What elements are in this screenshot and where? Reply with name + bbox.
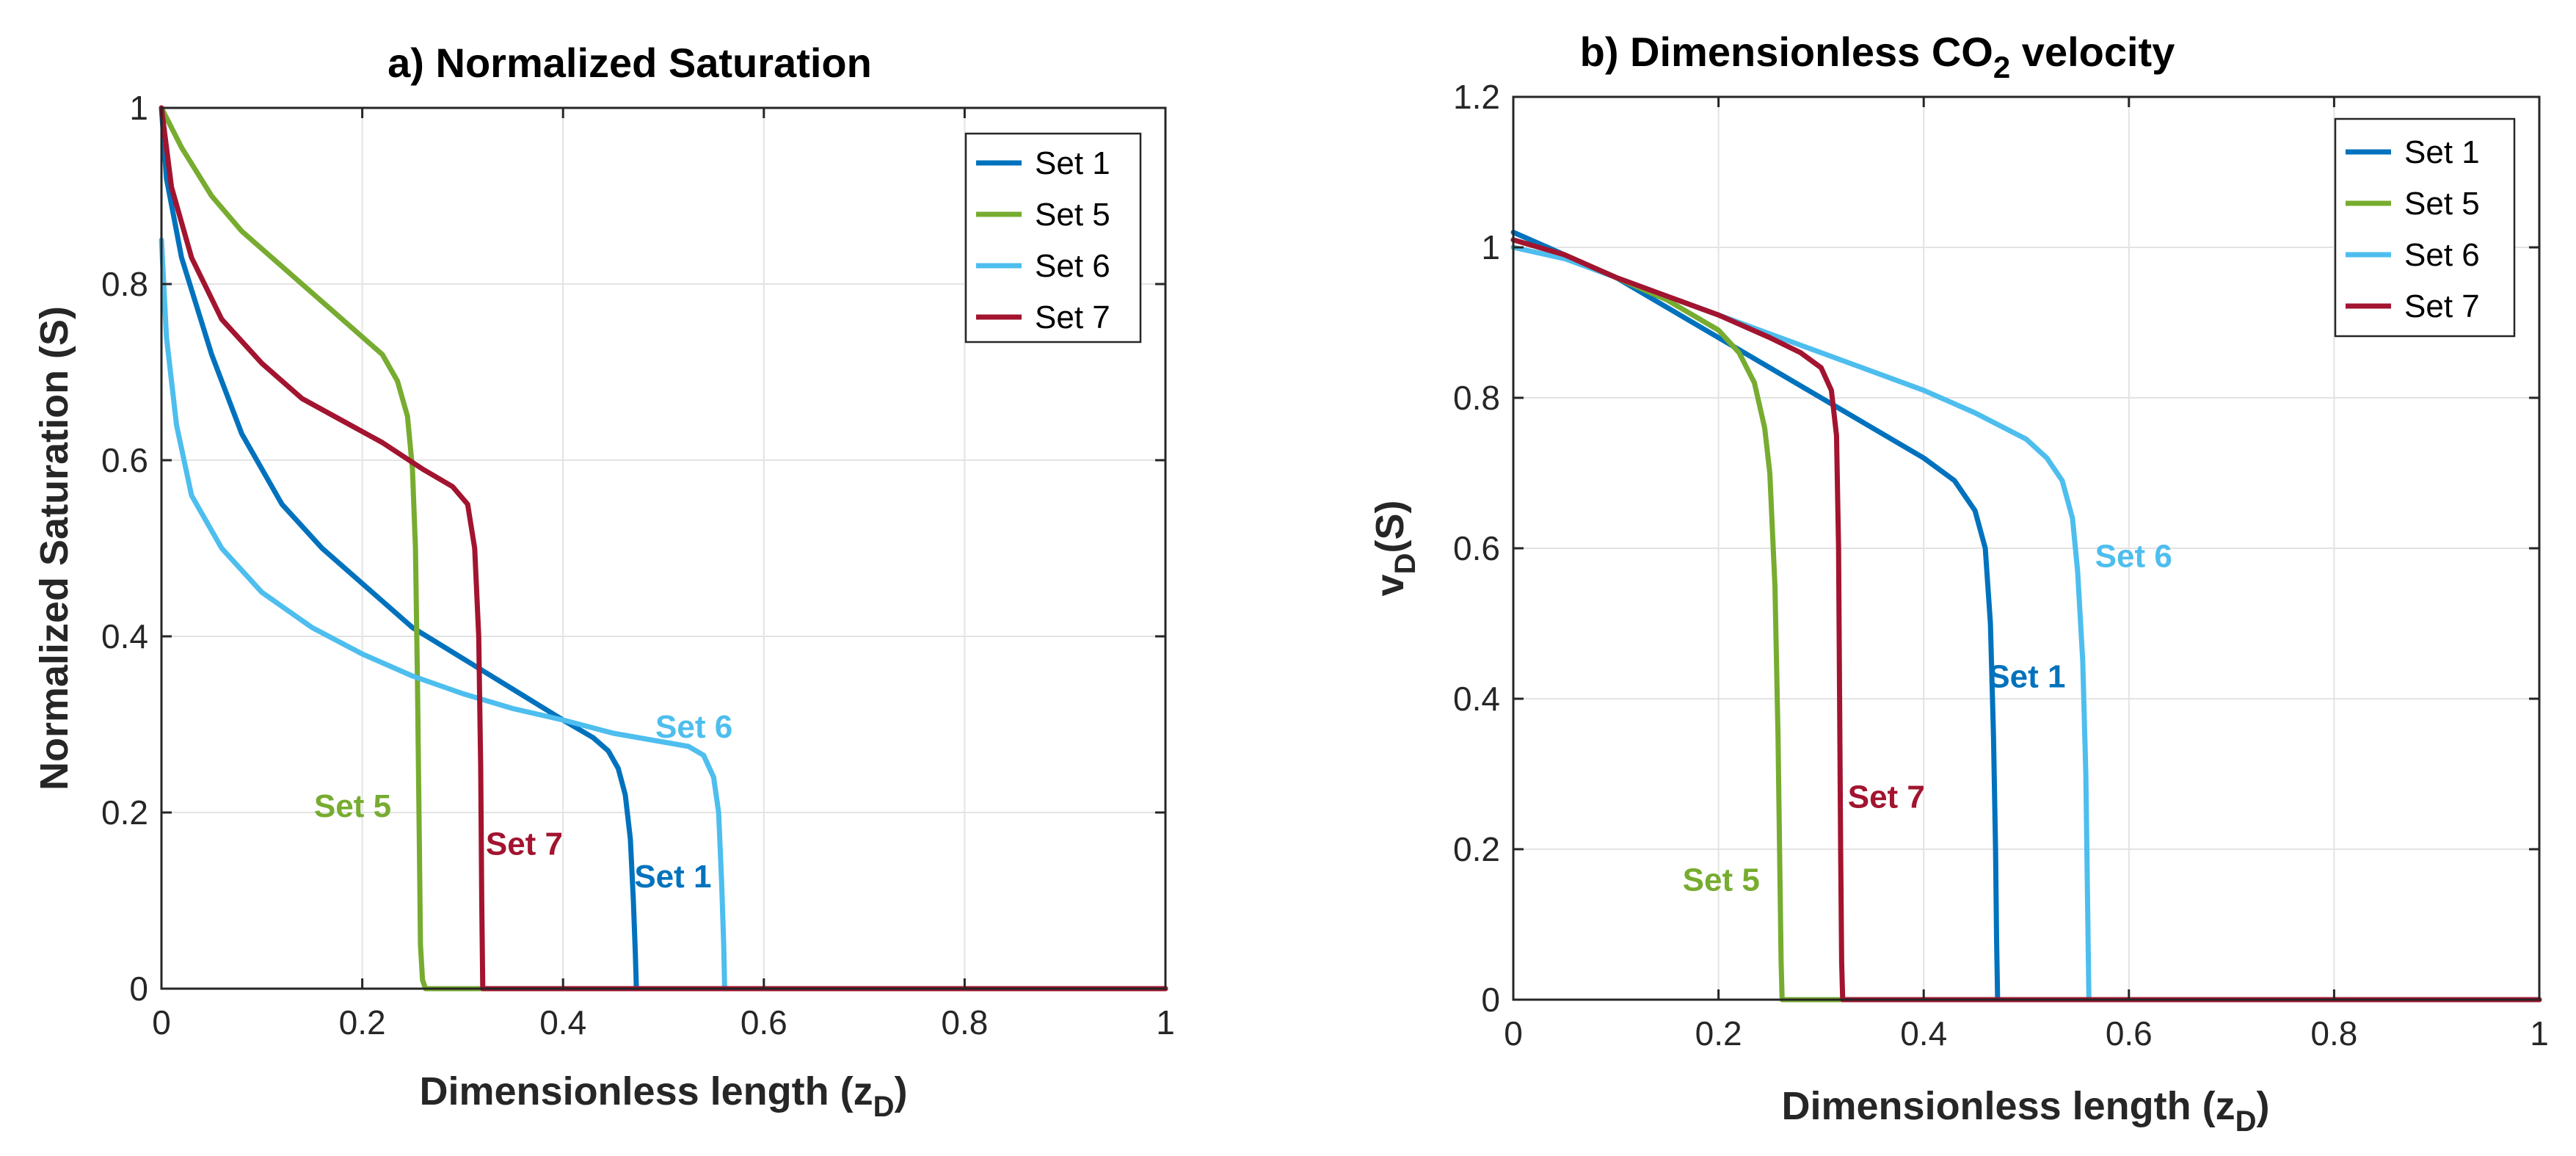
series-line-set-6 xyxy=(1510,244,2542,1003)
legend-label: Set 1 xyxy=(1035,145,1110,181)
legend-box xyxy=(964,132,1142,343)
x-tick-label: 0.4 xyxy=(1900,1014,1947,1053)
series-line-set-7 xyxy=(159,105,1168,992)
legend-box xyxy=(2334,117,2516,338)
legend-label: Set 7 xyxy=(1035,299,1110,335)
legend-label: Set 7 xyxy=(2404,288,2480,324)
annotation-set-6: Set 6 xyxy=(2095,539,2172,575)
annotation-set-7: Set 7 xyxy=(486,826,563,862)
plot-area xyxy=(1510,230,2542,1003)
y-tick-label: 0 xyxy=(1481,981,1500,1019)
legend-label: Set 1 xyxy=(2404,134,2480,170)
axis-ticks: 0 0.2 0.4 0.6 0.8 1 0 0.2 0.4 0.6 0.8 1 xyxy=(101,89,1175,1042)
y-tick-label: 0.6 xyxy=(101,441,148,479)
series-annotations: Set 1 Set 5 Set 6 Set 7 xyxy=(314,709,732,895)
legend: Set 1 Set 5 Set 6 Set 7 xyxy=(2334,117,2516,338)
y-axis-label: Normalized Saturation (S) xyxy=(32,306,76,790)
x-tick-label: 0 xyxy=(152,1003,171,1042)
x-tick-label: 0.6 xyxy=(741,1003,787,1042)
x-tick-label: 0.6 xyxy=(2106,1014,2153,1053)
y-tick-label: 1 xyxy=(129,89,148,127)
x-axis-label: Dimensionless length (zD) xyxy=(1782,1084,2270,1138)
x-tick-label: 0 xyxy=(1504,1014,1523,1053)
x-tick-label: 0.2 xyxy=(339,1003,386,1042)
legend: Set 1 Set 5 Set 6 Set 7 xyxy=(964,132,1142,343)
plot-area xyxy=(159,105,1168,992)
series-line-set-5 xyxy=(159,105,1168,992)
annotation-set-1: Set 1 xyxy=(1988,659,2065,695)
axis-ticks: 0 0.2 0.4 0.6 0.8 1 0 0.2 0.4 0.6 0.8 1 1.2 xyxy=(1453,78,2549,1053)
y-tick-label: 0 xyxy=(129,970,148,1008)
y-axis-label: vD(S) xyxy=(1368,501,1422,597)
annotation-set-6: Set 6 xyxy=(655,709,732,745)
y-tick-label: 0.4 xyxy=(101,617,148,655)
annotation-set-1: Set 1 xyxy=(634,859,711,895)
x-tick-label: 0.8 xyxy=(941,1003,988,1042)
chart-title: a) Normalized Saturation xyxy=(388,40,872,86)
series-line-set-1 xyxy=(159,105,1168,992)
x-tick-label: 0.4 xyxy=(539,1003,586,1042)
legend-label: Set 6 xyxy=(2404,237,2480,273)
y-tick-label: 1 xyxy=(1481,228,1500,266)
annotation-set-5: Set 5 xyxy=(1683,862,1760,898)
legend-label: Set 5 xyxy=(2404,186,2480,222)
x-tick-label: 0.8 xyxy=(2310,1014,2357,1053)
y-tick-label: 0.2 xyxy=(101,793,148,832)
x-axis-label: Dimensionless length (zD) xyxy=(420,1069,908,1123)
axes-box xyxy=(160,106,1167,990)
y-tick-label: 1.2 xyxy=(1453,78,1500,116)
legend-label: Set 6 xyxy=(1035,248,1110,284)
series-line-set-5 xyxy=(1510,237,2542,1003)
series-annotations: Set 1 Set 5 Set 6 Set 7 xyxy=(1683,539,2172,898)
panel-a-normalized-saturation: a) Normalized Saturation 0 0.2 0.4 0.6 0.8 10… xyxy=(32,40,1175,1123)
annotation-set-7: Set 7 xyxy=(1848,779,1925,815)
y-tick-label: 0.2 xyxy=(1453,830,1500,868)
series-line-set-1 xyxy=(1510,230,2542,1003)
panel-b-dimensionless-velocity: b) Dimensionless CO2 velocity 0 0.2 0.4 0.6… xyxy=(1368,29,2549,1138)
x-tick-label: 0.2 xyxy=(1695,1014,1742,1053)
series-line-set-6 xyxy=(159,237,1168,992)
chart-title: b) Dimensionless CO2 velocity xyxy=(1580,29,2175,84)
y-tick-label: 0.8 xyxy=(101,265,148,303)
x-tick-label: 1 xyxy=(1156,1003,1175,1042)
annotation-set-5: Set 5 xyxy=(314,788,391,824)
x-tick-label: 1 xyxy=(2530,1014,2549,1053)
legend-label: Set 5 xyxy=(1035,197,1110,233)
y-tick-label: 0.6 xyxy=(1453,529,1500,567)
y-tick-label: 0.8 xyxy=(1453,379,1500,417)
series-line-set-7 xyxy=(1510,237,2542,1003)
y-tick-label: 0.4 xyxy=(1453,680,1500,718)
